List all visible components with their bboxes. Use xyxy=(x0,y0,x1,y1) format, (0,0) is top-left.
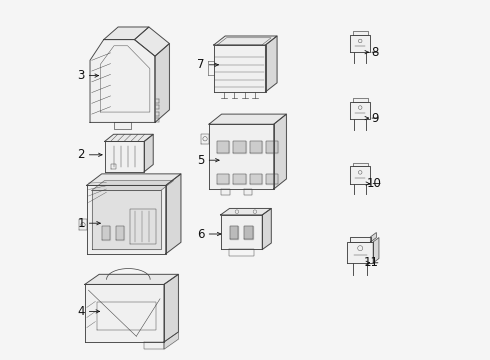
Polygon shape xyxy=(155,44,170,122)
Polygon shape xyxy=(217,175,229,184)
Polygon shape xyxy=(85,284,164,342)
Polygon shape xyxy=(274,114,286,189)
Polygon shape xyxy=(221,189,229,195)
Polygon shape xyxy=(87,185,166,254)
Polygon shape xyxy=(85,274,178,284)
Polygon shape xyxy=(104,141,144,172)
Polygon shape xyxy=(92,190,161,249)
Polygon shape xyxy=(350,102,370,119)
Polygon shape xyxy=(353,163,368,166)
Polygon shape xyxy=(166,174,181,254)
Polygon shape xyxy=(249,175,262,184)
Polygon shape xyxy=(350,237,370,242)
Polygon shape xyxy=(220,208,271,215)
Polygon shape xyxy=(214,36,277,45)
Text: 5: 5 xyxy=(197,154,205,167)
Text: 8: 8 xyxy=(371,46,379,59)
Polygon shape xyxy=(102,226,110,240)
Text: 6: 6 xyxy=(197,228,205,240)
Polygon shape xyxy=(266,36,277,92)
Polygon shape xyxy=(209,114,286,124)
Polygon shape xyxy=(114,122,131,129)
Polygon shape xyxy=(164,274,178,342)
Text: 9: 9 xyxy=(371,112,379,125)
Polygon shape xyxy=(164,332,178,349)
Text: 3: 3 xyxy=(77,69,85,82)
Polygon shape xyxy=(217,141,229,153)
Polygon shape xyxy=(134,27,170,56)
Polygon shape xyxy=(230,226,239,239)
Text: 4: 4 xyxy=(77,305,85,318)
Text: 11: 11 xyxy=(364,256,379,269)
Polygon shape xyxy=(370,233,376,242)
Polygon shape xyxy=(201,134,209,144)
Polygon shape xyxy=(350,35,370,52)
Polygon shape xyxy=(266,175,278,184)
Polygon shape xyxy=(350,166,370,184)
Text: 2: 2 xyxy=(77,148,85,161)
Polygon shape xyxy=(79,219,87,230)
Polygon shape xyxy=(220,215,262,249)
Polygon shape xyxy=(104,27,149,40)
Polygon shape xyxy=(92,181,173,190)
Polygon shape xyxy=(104,134,153,141)
Polygon shape xyxy=(233,175,245,184)
Polygon shape xyxy=(245,226,253,239)
Polygon shape xyxy=(262,208,271,249)
Text: 1: 1 xyxy=(77,217,85,230)
Polygon shape xyxy=(90,40,155,122)
Polygon shape xyxy=(233,141,245,153)
Polygon shape xyxy=(373,238,379,263)
Polygon shape xyxy=(353,98,368,102)
Polygon shape xyxy=(144,134,153,172)
Polygon shape xyxy=(214,45,266,92)
Polygon shape xyxy=(353,31,368,35)
Polygon shape xyxy=(116,226,124,240)
Polygon shape xyxy=(87,174,181,185)
Text: 7: 7 xyxy=(197,58,205,71)
Polygon shape xyxy=(266,141,278,153)
Polygon shape xyxy=(209,124,274,189)
Polygon shape xyxy=(347,242,373,263)
Polygon shape xyxy=(249,141,262,153)
Polygon shape xyxy=(144,342,164,349)
Polygon shape xyxy=(244,189,252,195)
Text: 10: 10 xyxy=(366,177,381,190)
